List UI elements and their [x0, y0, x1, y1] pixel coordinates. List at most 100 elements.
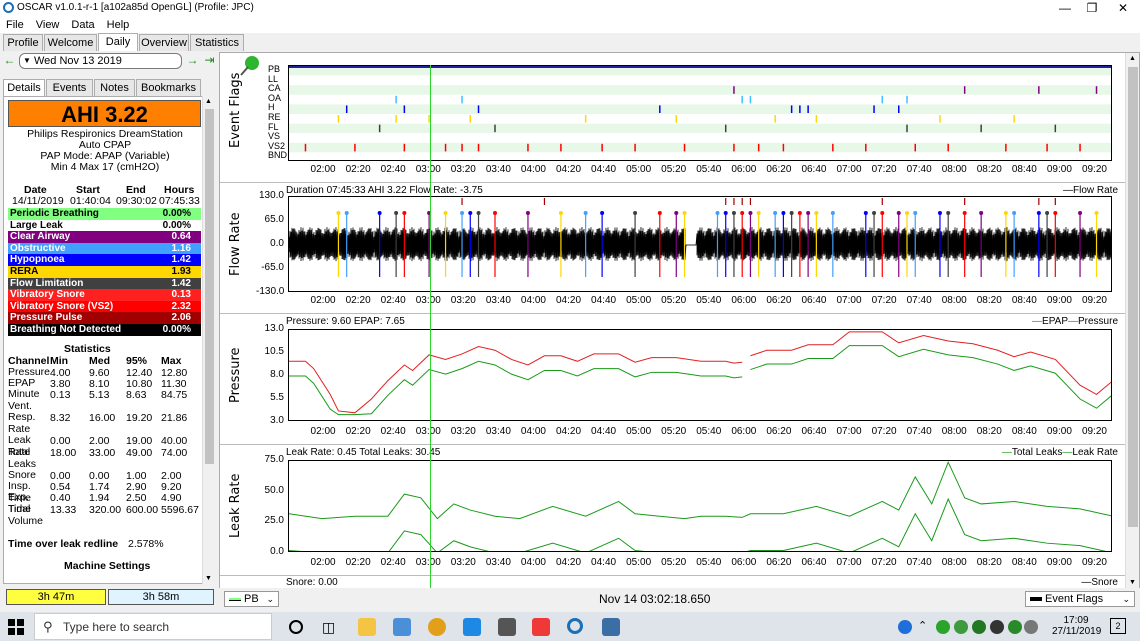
minimize-button[interactable]: — — [1059, 1, 1071, 15]
tray-icon[interactable] — [990, 620, 1004, 634]
oscar-taskbar-icon[interactable] — [567, 618, 583, 634]
charts-scroll-up-icon[interactable]: ▲ — [1129, 55, 1136, 62]
windows-start-icon[interactable] — [8, 619, 24, 635]
time-tick-label: 09:20 — [1081, 557, 1107, 568]
cortana-icon[interactable] — [289, 620, 303, 634]
event-row[interactable]: RERA 1.93 — [8, 266, 201, 278]
app-icon[interactable] — [428, 618, 446, 636]
tab-overview[interactable]: Overview — [139, 34, 189, 51]
event-row[interactable]: Vibratory Snore 0.13 — [8, 289, 201, 301]
mail-icon[interactable] — [498, 618, 516, 636]
date-navigation: ← ▼ Wed Nov 13 2019 → ⇥ — [0, 52, 218, 70]
notifications-icon[interactable]: 2 — [1110, 618, 1126, 634]
machine-settings-header[interactable]: Machine Settings — [64, 560, 151, 572]
flag-row-label: H — [268, 102, 275, 113]
time-tick-label: 02:20 — [345, 426, 371, 437]
time-tick-label: 02:40 — [380, 295, 406, 306]
tab-welcome[interactable]: Welcome — [44, 34, 97, 51]
flow-event-dot — [905, 211, 909, 215]
vivaldi-icon[interactable] — [532, 618, 550, 636]
menu-data[interactable]: Data — [71, 19, 95, 31]
menu-bar: File View Data Help — [0, 17, 1140, 33]
duration-session-2[interactable]: 3h 58m — [108, 589, 214, 605]
help-icon[interactable] — [898, 620, 912, 634]
event-row[interactable]: Vibratory Snore (VS2) 2.32 — [8, 300, 201, 313]
tab-statistics[interactable]: Statistics — [190, 34, 244, 51]
time-tick-label: 08:20 — [976, 164, 1002, 175]
close-button[interactable]: ✕ — [1117, 1, 1129, 15]
event-row[interactable]: Hypopnoea 1.42 — [8, 254, 201, 266]
menu-help[interactable]: Help — [106, 19, 130, 31]
value-tick-label: 10.5 — [264, 346, 284, 357]
taskbar-clock[interactable]: 17:09 27/11/2019 — [1052, 615, 1101, 637]
tray-icon[interactable] — [954, 620, 968, 634]
flow-event-dot — [937, 211, 942, 215]
tab-events[interactable]: Events — [46, 79, 93, 96]
tray-icon[interactable] — [1008, 620, 1022, 634]
maximize-button[interactable]: ❐ — [1086, 1, 1098, 15]
event-flags-plot[interactable] — [288, 65, 1112, 161]
tab-profile[interactable]: Profile — [3, 34, 43, 51]
tray-icon[interactable] — [1024, 620, 1038, 634]
tray-icon[interactable] — [936, 620, 950, 634]
time-tick-label: 04:20 — [555, 426, 582, 437]
prev-day-arrow-icon[interactable]: ← — [3, 53, 16, 67]
last-day-arrow-icon[interactable]: ⇥ — [204, 53, 215, 67]
value-tick-label: 5.5 — [270, 392, 284, 403]
event-name: Large Leak — [10, 219, 63, 231]
tab-details[interactable]: Details — [3, 79, 45, 96]
next-day-arrow-icon[interactable]: → — [186, 53, 199, 67]
tab-daily[interactable]: Daily — [98, 33, 138, 51]
menu-file[interactable]: File — [6, 19, 24, 31]
task-view-icon[interactable]: ◫ — [322, 619, 336, 635]
stats-cell: 11.30 — [161, 378, 187, 390]
event-row[interactable]: Periodic Breathing 0.00% — [8, 208, 201, 220]
taskbar-search-input[interactable]: ⚲ Type here to search — [34, 613, 272, 640]
flow-event-dot — [781, 211, 786, 215]
details-scroll-thumb[interactable] — [205, 109, 214, 464]
flag-row-band — [289, 104, 1111, 114]
scroll-up-icon[interactable]: ▲ — [205, 98, 212, 105]
file-explorer-icon[interactable] — [358, 618, 376, 636]
app-icon[interactable] — [602, 618, 620, 636]
event-row[interactable]: Breathing Not Detected 0.00% — [8, 324, 201, 336]
pin-icon[interactable] — [238, 55, 260, 77]
event-row[interactable]: Large Leak 0.00% — [8, 219, 201, 232]
event-row[interactable]: Pressure Pulse 2.06 — [8, 312, 201, 324]
flag-row-band — [289, 94, 1111, 105]
graph-select-dropdown[interactable]: Event Flags ⌄ — [1025, 591, 1135, 607]
event-row[interactable]: Obstructive 1.16 — [8, 242, 201, 255]
tab-notes[interactable]: Notes — [94, 79, 135, 96]
leak-rate-plot[interactable] — [288, 460, 1112, 552]
messenger-icon[interactable] — [463, 618, 481, 636]
flow-event-dot — [797, 211, 802, 215]
chevron-up-icon[interactable]: ⌃ — [918, 620, 928, 632]
event-row[interactable]: Clear Airway 0.64 — [8, 231, 201, 243]
pressure-plot[interactable] — [288, 329, 1112, 421]
duration-session-1[interactable]: 3h 47m — [6, 589, 106, 605]
time-tick-label: 06:40 — [801, 295, 827, 306]
flag-select-dropdown[interactable]: PB ⌄ — [224, 591, 279, 607]
menu-view[interactable]: View — [35, 19, 60, 31]
event-row[interactable]: Flow Limitation 1.42 — [8, 277, 201, 290]
stats-header: Med — [89, 355, 110, 367]
date-picker[interactable]: ▼ Wed Nov 13 2019 — [19, 53, 182, 69]
summary-date: 14/11/2019 — [12, 195, 64, 207]
time-tick-label: 05:40 — [696, 295, 722, 306]
app-icon[interactable] — [393, 618, 411, 636]
charts-area: Event Flags PB LL CA OA H RE FL VS VS2 BND 02:00 0… — [219, 52, 1140, 588]
charts-scroll-thumb[interactable] — [1128, 67, 1138, 527]
details-scrollbar[interactable]: ▲ ▼ — [202, 96, 215, 584]
flow-rate-plot[interactable] — [288, 196, 1112, 292]
flow-event-dot — [633, 211, 638, 215]
date-label: Wed Nov 13 2019 — [34, 55, 122, 67]
flow-event-dot — [460, 211, 465, 215]
time-tick-label: 07:00 — [836, 164, 862, 175]
epap-line — [750, 345, 1111, 409]
tab-bookmarks[interactable]: Bookmarks — [136, 79, 201, 96]
tray-icon[interactable] — [972, 620, 986, 634]
charts-scrollbar[interactable]: ▲ ▼ — [1125, 53, 1139, 588]
flow-event-dot — [558, 211, 563, 215]
charts-scroll-down-icon[interactable]: ▼ — [1129, 579, 1136, 586]
scroll-down-icon[interactable]: ▼ — [205, 575, 212, 582]
